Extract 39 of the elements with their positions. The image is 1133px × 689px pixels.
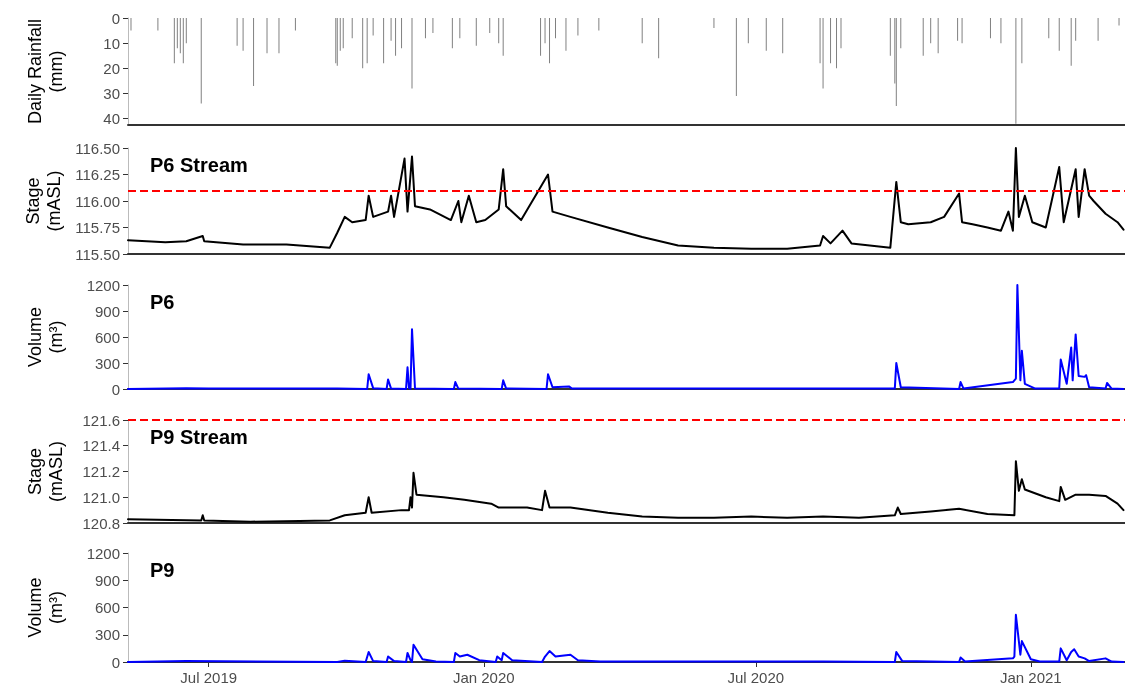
y-tick-label: 115.75: [75, 219, 120, 236]
y-tick-label: 30: [103, 85, 120, 103]
y-tick-label: 300: [94, 354, 120, 372]
y-tick-label: 900: [94, 571, 120, 589]
y-tick-label: 116.25: [75, 166, 120, 183]
y-axis-title: Volume (m³): [24, 306, 66, 368]
x-tick-label: Jul 2019: [180, 669, 238, 686]
y-tick-label: 300: [94, 626, 120, 644]
y-tick-label: 121.2: [82, 463, 120, 480]
y-tick-label: 121.0: [82, 488, 120, 506]
y-axis-title: Stage (mASL): [24, 440, 66, 503]
y-tick-label: 1200: [86, 276, 120, 294]
y-axis-title: Daily Rainfall (mm): [24, 18, 66, 125]
x-tick-label: Jan 2020: [452, 669, 515, 686]
y-axis-title: Stage (mASL): [22, 170, 64, 232]
chart-title: P6: [150, 291, 175, 313]
y-axis-title: Volume (m³): [24, 577, 66, 638]
y-tick-label: 0: [111, 380, 120, 398]
x-tick-label: Jan 2021: [999, 669, 1062, 686]
y-tick-label: 10: [103, 34, 120, 52]
y-tick-label: 40: [103, 110, 120, 128]
y-tick-label: 600: [94, 328, 120, 346]
chart-title: P9: [150, 559, 175, 581]
chart-title: P6 Stream: [150, 154, 248, 176]
chart-title: P9 Stream: [150, 426, 248, 448]
y-tick-label: 116.50: [75, 139, 120, 157]
y-tick-label: 900: [94, 302, 120, 320]
x-tick-label: Jul 2020: [727, 669, 785, 686]
y-tick-label: 121.4: [82, 437, 120, 455]
y-tick-label: 600: [94, 599, 120, 616]
line-series: [127, 147, 1125, 250]
y-tick-label: 121.6: [82, 411, 120, 429]
y-tick-label: 20: [103, 59, 120, 77]
y-tick-label: 120.8: [82, 514, 120, 532]
y-tick-label: 115.50: [75, 245, 120, 263]
y-tick-label: 0: [111, 9, 120, 27]
y-tick-label: 1200: [86, 544, 120, 562]
y-tick-label: 0: [111, 653, 120, 671]
y-tick-label: 116.00: [75, 192, 120, 210]
